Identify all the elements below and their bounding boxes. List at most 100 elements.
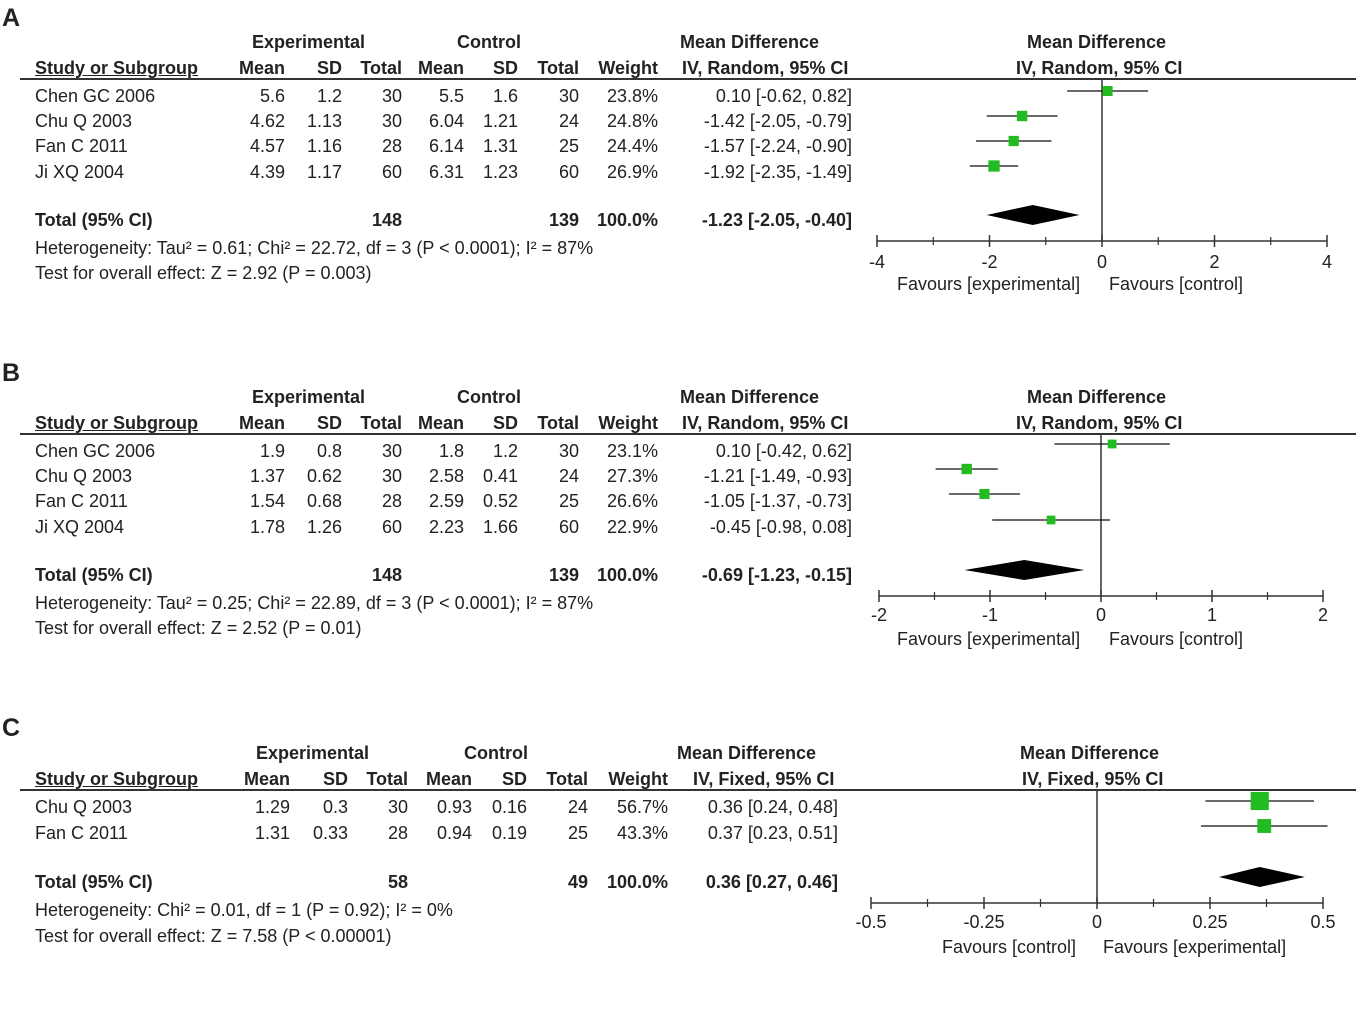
ctrl-mean: 2.59 bbox=[428, 491, 464, 511]
exp-mean: 1.37 bbox=[249, 466, 285, 486]
ci-value: -0.45 [-0.98, 0.08] bbox=[709, 517, 852, 537]
ctrl-sd: 1.23 bbox=[482, 162, 518, 182]
ctrl-total: 30 bbox=[558, 86, 579, 106]
ctrl-mean: 5.5 bbox=[438, 86, 464, 106]
ctrl-total-sum: 49 bbox=[567, 872, 588, 892]
study-name: Chu Q 2003 bbox=[35, 797, 133, 817]
exp-sd: 0.3 bbox=[322, 797, 348, 817]
pooled-effect-diamond bbox=[986, 205, 1080, 225]
ci-value: -1.05 [-1.37, -0.73] bbox=[703, 491, 852, 511]
exp-total-header: Total bbox=[360, 58, 402, 78]
exp-total-header: Total bbox=[366, 769, 408, 789]
total-label: Total (95% CI) bbox=[35, 565, 153, 585]
plot-mean-difference-header: Mean Difference bbox=[1027, 32, 1167, 52]
overall-effect-text: Test for overall effect: Z = 7.58 (P < 0… bbox=[35, 926, 392, 946]
mean-difference-header: Mean Difference bbox=[680, 387, 820, 407]
ctrl-sd-header: SD bbox=[501, 769, 527, 789]
favours-right-label: Favours [control] bbox=[1109, 274, 1244, 294]
x-tick-label: 0.25 bbox=[1192, 912, 1227, 932]
ctrl-total: 60 bbox=[558, 517, 579, 537]
exp-mean: 1.9 bbox=[259, 441, 285, 461]
exp-sd: 0.8 bbox=[316, 441, 342, 461]
ci-value: 0.10 [-0.62, 0.82] bbox=[715, 86, 852, 106]
exp-mean: 1.78 bbox=[249, 517, 285, 537]
ctrl-sd: 0.19 bbox=[491, 823, 527, 843]
favours-left-label: Favours [experimental] bbox=[897, 274, 1081, 294]
exp-mean: 4.62 bbox=[249, 111, 285, 131]
ctrl-sd: 1.6 bbox=[492, 86, 518, 106]
effect-square bbox=[1102, 86, 1113, 96]
plot-mean-difference-header: Mean Difference bbox=[1027, 387, 1167, 407]
study-name: Ji XQ 2004 bbox=[35, 162, 125, 182]
weight: 23.1% bbox=[606, 441, 658, 461]
ctrl-total: 24 bbox=[567, 797, 588, 817]
ctrl-mean: 0.94 bbox=[436, 823, 472, 843]
exp-total: 28 bbox=[387, 823, 408, 843]
exp-sd: 1.2 bbox=[316, 86, 342, 106]
effect-square bbox=[1016, 110, 1028, 122]
x-tick-label: 1 bbox=[1207, 605, 1217, 625]
experimental-group-header: Experimental bbox=[252, 32, 366, 52]
exp-sd: 1.17 bbox=[306, 162, 342, 182]
x-tick-label: 0 bbox=[1096, 605, 1106, 625]
forest-panel-c: C Experimental Control Mean Difference M… bbox=[0, 710, 1356, 1030]
exp-total: 30 bbox=[381, 111, 402, 131]
ctrl-total: 60 bbox=[558, 162, 579, 182]
x-tick-label: -4 bbox=[869, 252, 885, 272]
exp-sd: 0.33 bbox=[312, 823, 348, 843]
exp-mean: 4.57 bbox=[249, 136, 285, 156]
ctrl-mean: 0.93 bbox=[436, 797, 472, 817]
ctrl-sd: 1.21 bbox=[482, 111, 518, 131]
exp-mean: 1.31 bbox=[254, 823, 290, 843]
exp-total-header: Total bbox=[360, 413, 402, 433]
study-column-header: Study or Subgroup bbox=[35, 413, 198, 433]
plot-ci-header: IV, Random, 95% CI bbox=[1016, 413, 1183, 433]
header-rule bbox=[20, 789, 1356, 791]
exp-mean-header: Mean bbox=[243, 769, 290, 789]
weight: 23.8% bbox=[606, 86, 658, 106]
x-tick-label: -1 bbox=[982, 605, 998, 625]
study-name: Chen GC 2006 bbox=[35, 441, 156, 461]
favours-left-label: Favours [experimental] bbox=[897, 629, 1081, 649]
x-tick-label: 0 bbox=[1097, 252, 1107, 272]
panel-label: B bbox=[2, 359, 21, 387]
total-label: Total (95% CI) bbox=[35, 872, 153, 892]
ctrl-sd: 1.2 bbox=[492, 441, 518, 461]
experimental-group-header: Experimental bbox=[256, 743, 370, 763]
ctrl-mean-header: Mean bbox=[425, 769, 472, 789]
weight: 43.3% bbox=[616, 823, 668, 843]
study-name: Chen GC 2006 bbox=[35, 86, 156, 106]
control-group-header: Control bbox=[464, 743, 528, 763]
mean-difference-header: Mean Difference bbox=[677, 743, 817, 763]
ctrl-mean: 6.04 bbox=[428, 111, 464, 131]
effect-square bbox=[988, 160, 1000, 172]
favours-right-label: Favours [experimental] bbox=[1103, 937, 1287, 957]
total-label: Total (95% CI) bbox=[35, 210, 153, 230]
effect-square bbox=[1250, 791, 1269, 811]
ci-value: -1.42 [-2.05, -0.79] bbox=[703, 111, 852, 131]
effect-square bbox=[1008, 135, 1019, 147]
forest-plot: -4 -2 0 2 4 bbox=[869, 79, 1332, 272]
favours-right-label: Favours [control] bbox=[1109, 629, 1244, 649]
mean-difference-header: Mean Difference bbox=[680, 32, 820, 52]
exp-mean: 1.29 bbox=[254, 797, 290, 817]
ctrl-sd: 1.66 bbox=[482, 517, 518, 537]
effect-square bbox=[1046, 515, 1056, 525]
x-tick-label: 2 bbox=[1209, 252, 1219, 272]
exp-sd-header: SD bbox=[316, 58, 342, 78]
plot-ci-header: IV, Random, 95% CI bbox=[1016, 58, 1183, 78]
ci-header: IV, Random, 95% CI bbox=[682, 58, 849, 78]
weight: 22.9% bbox=[606, 517, 658, 537]
ctrl-sd-header: SD bbox=[492, 58, 518, 78]
exp-mean: 1.54 bbox=[249, 491, 285, 511]
effect-square bbox=[961, 463, 972, 475]
exp-mean-header: Mean bbox=[238, 413, 285, 433]
pooled-effect-diamond bbox=[964, 560, 1085, 580]
study-name: Ji XQ 2004 bbox=[35, 517, 125, 537]
exp-sd-header: SD bbox=[322, 769, 348, 789]
ctrl-total-sum: 139 bbox=[548, 565, 579, 585]
ctrl-mean: 6.14 bbox=[428, 136, 464, 156]
forest-plot: -0.5 -0.25 0 0.25 0.5 bbox=[855, 790, 1336, 932]
exp-total-sum: 148 bbox=[371, 565, 402, 585]
ci-value: 0.36 [0.24, 0.48] bbox=[707, 797, 838, 817]
